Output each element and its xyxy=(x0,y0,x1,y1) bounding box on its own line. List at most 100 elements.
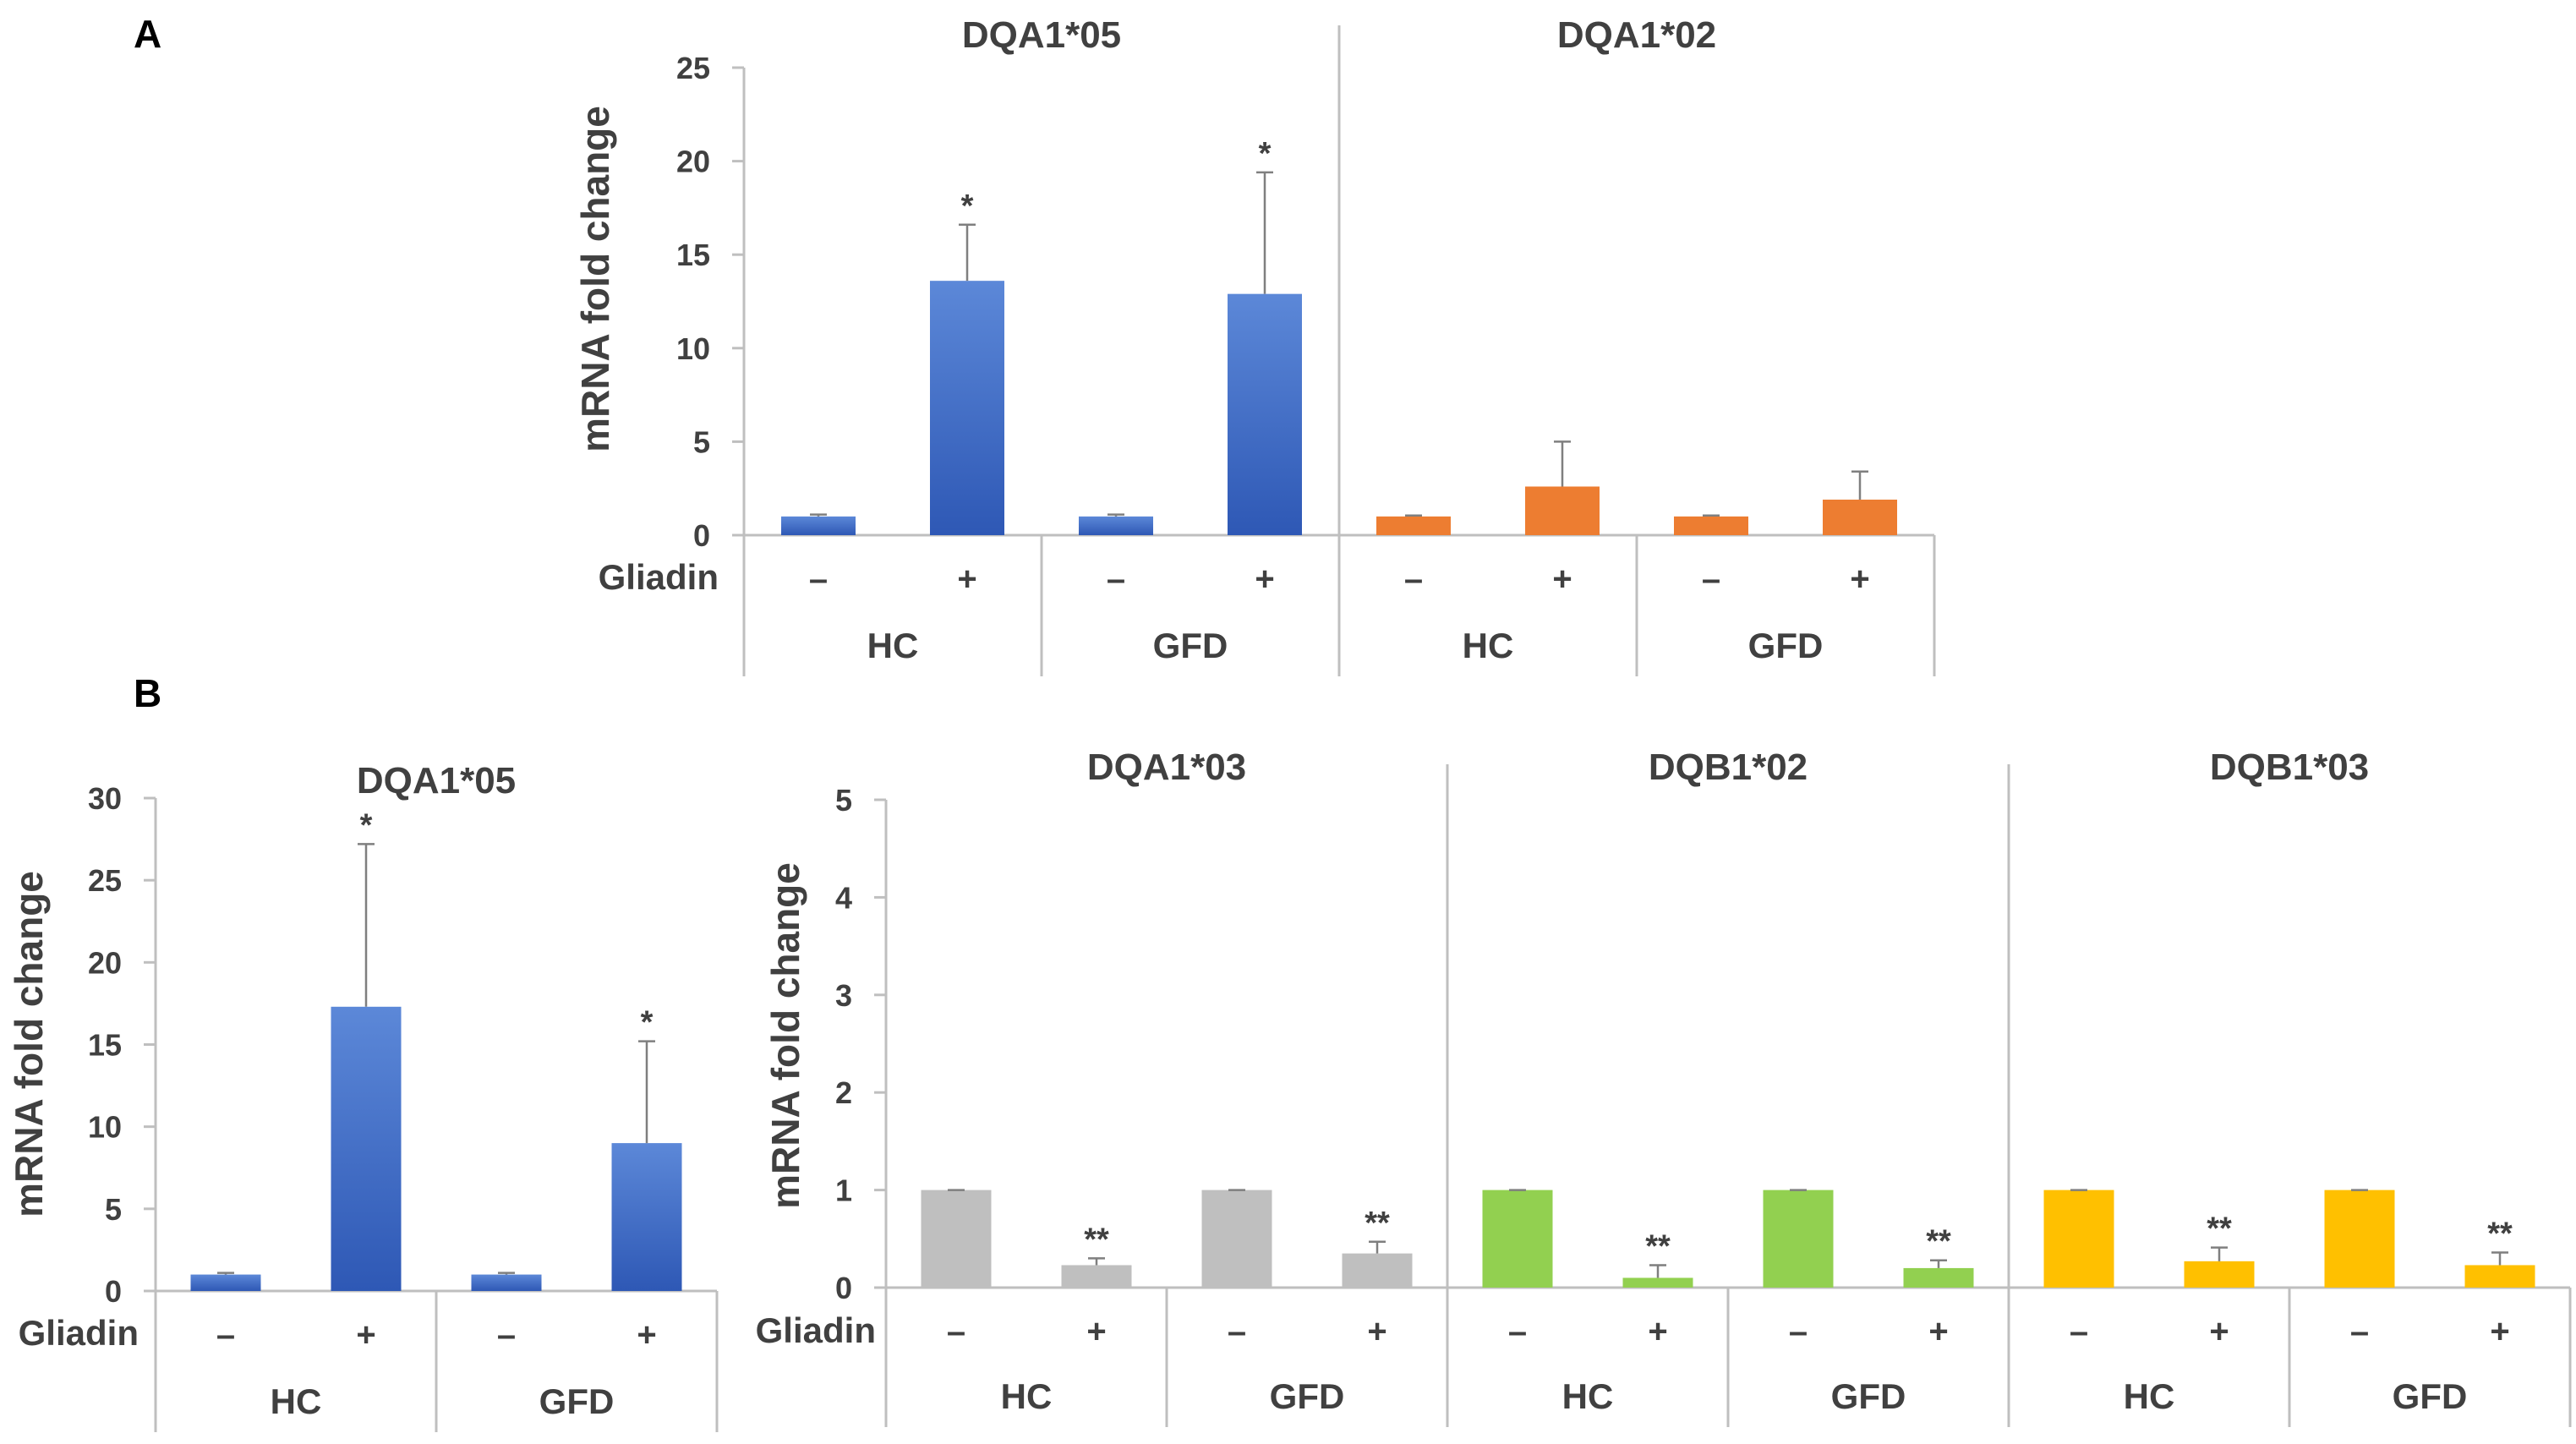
gliadin-sign: – xyxy=(1404,561,1423,598)
panel-b-label: B xyxy=(134,671,161,715)
gliadin-sign: – xyxy=(497,1316,516,1354)
subplot-title: DQB1*03 xyxy=(2210,747,2369,788)
gliadin-label: Gliadin xyxy=(756,1310,876,1350)
gliadin-sign: – xyxy=(1789,1313,1808,1350)
gliadin-sign: – xyxy=(947,1313,965,1350)
gliadin-sign: – xyxy=(1508,1313,1527,1350)
y-tick-label: 20 xyxy=(676,145,710,179)
bar xyxy=(611,1143,682,1291)
significance-marker: * xyxy=(1259,136,1272,172)
group-label: GFD xyxy=(1831,1376,1906,1416)
significance-marker: ** xyxy=(2207,1212,2232,1247)
gliadin-sign: + xyxy=(356,1316,375,1354)
group-label: GFD xyxy=(1153,626,1228,665)
y-tick-label: 10 xyxy=(88,1110,122,1145)
group-label: HC xyxy=(1562,1376,1614,1416)
bar xyxy=(2184,1261,2255,1288)
gliadin-sign: – xyxy=(2070,1313,2088,1350)
gliadin-sign: + xyxy=(2209,1313,2229,1350)
panel-a-label: A xyxy=(134,12,161,56)
bar xyxy=(1525,486,1600,535)
significance-marker: ** xyxy=(1926,1224,1951,1260)
subplot-title: DQA1*03 xyxy=(1087,747,1246,788)
bar xyxy=(1342,1253,1413,1288)
group-label: GFD xyxy=(1748,626,1824,665)
bar xyxy=(2324,1190,2395,1288)
bar xyxy=(2464,1265,2535,1288)
group-label: GFD xyxy=(1270,1376,1345,1416)
bar xyxy=(1201,1190,1272,1288)
bar xyxy=(1482,1190,1553,1288)
gliadin-sign: – xyxy=(216,1316,235,1354)
gliadin-sign: + xyxy=(1928,1313,1948,1350)
gliadin-sign: – xyxy=(1107,561,1125,598)
y-tick-label: 0 xyxy=(693,518,710,553)
gliadin-sign: – xyxy=(809,561,828,598)
y-tick-label: 10 xyxy=(676,331,710,366)
gliadin-sign: + xyxy=(2490,1313,2509,1350)
bar xyxy=(1763,1190,1834,1288)
y-tick-label: 3 xyxy=(835,978,852,1013)
bar xyxy=(921,1190,992,1288)
subplot-title: DQA1*02 xyxy=(1557,14,1716,56)
group-label: GFD xyxy=(539,1381,615,1421)
gliadin-sign: – xyxy=(1228,1313,1246,1350)
y-tick-label: 1 xyxy=(835,1173,852,1208)
gliadin-sign: + xyxy=(1648,1313,1667,1350)
bar xyxy=(1079,516,1153,535)
significance-marker: ** xyxy=(2487,1216,2513,1251)
bar xyxy=(1061,1265,1132,1288)
bar xyxy=(781,516,856,535)
y-tick-label: 4 xyxy=(835,880,852,915)
bar xyxy=(1228,293,1302,535)
y-tick-label: 5 xyxy=(835,783,852,818)
y-tick-label: 5 xyxy=(105,1192,122,1227)
bar xyxy=(930,281,1004,535)
y-axis-title: mRNA fold change xyxy=(763,862,807,1209)
bar xyxy=(1376,516,1451,535)
gliadin-sign: + xyxy=(957,561,976,598)
bar xyxy=(1622,1277,1693,1288)
significance-marker: * xyxy=(641,1005,654,1041)
bar xyxy=(1674,516,1748,535)
y-axis-title: mRNA fold change xyxy=(7,871,51,1217)
y-axis-title: mRNA fold change xyxy=(573,106,617,452)
gliadin-sign: + xyxy=(1086,1313,1106,1350)
y-tick-label: 25 xyxy=(88,863,122,898)
subplot-title: DQA1*05 xyxy=(357,760,516,801)
bar xyxy=(1823,499,1897,535)
significance-marker: * xyxy=(360,807,373,843)
subplot-title: DQA1*05 xyxy=(962,14,1121,56)
significance-marker: * xyxy=(961,189,974,224)
gliadin-sign: – xyxy=(2350,1313,2369,1350)
significance-marker: ** xyxy=(1365,1206,1390,1241)
group-label: GFD xyxy=(2393,1376,2468,1416)
group-label: HC xyxy=(1463,626,1514,665)
significance-marker: ** xyxy=(1084,1222,1109,1257)
group-label: HC xyxy=(1001,1376,1053,1416)
bar xyxy=(1903,1267,1974,1288)
gliadin-sign: + xyxy=(1367,1313,1386,1350)
gliadin-sign: + xyxy=(637,1316,656,1354)
y-tick-label: 30 xyxy=(88,781,122,816)
gliadin-sign: + xyxy=(1255,561,1274,598)
y-tick-label: 0 xyxy=(105,1274,122,1309)
gliadin-label: Gliadin xyxy=(599,557,719,597)
y-tick-label: 15 xyxy=(676,238,710,272)
y-tick-label: 0 xyxy=(835,1271,852,1305)
subplot-title: DQB1*02 xyxy=(1649,747,1808,788)
gliadin-sign: + xyxy=(1850,561,1869,598)
y-tick-label: 15 xyxy=(88,1028,122,1063)
y-tick-label: 2 xyxy=(835,1075,852,1110)
bar xyxy=(190,1274,261,1291)
y-tick-label: 5 xyxy=(693,424,710,459)
y-tick-label: 25 xyxy=(676,51,710,85)
gliadin-sign: + xyxy=(1552,561,1572,598)
bar xyxy=(471,1274,542,1291)
bar xyxy=(331,1006,402,1291)
group-label: HC xyxy=(271,1381,322,1421)
group-label: HC xyxy=(867,626,919,665)
y-tick-label: 20 xyxy=(88,945,122,980)
significance-marker: ** xyxy=(1645,1228,1671,1264)
